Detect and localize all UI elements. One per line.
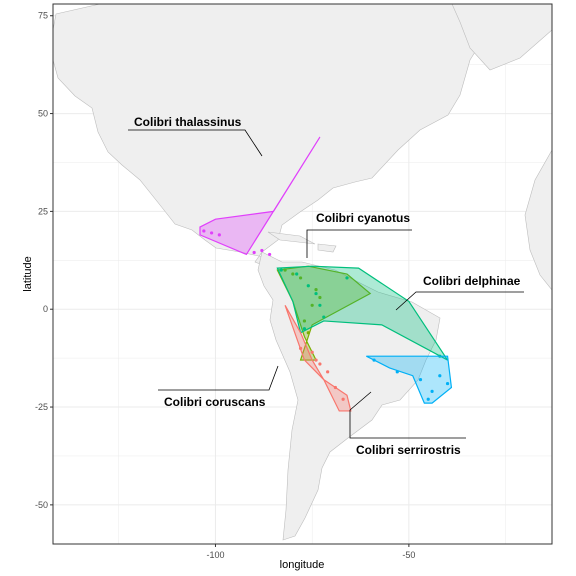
- species-annotations: Colibri thalassinus Colibri cyanotus Col…: [128, 115, 524, 457]
- basemap: [53, 4, 552, 541]
- label-colibri-serrirostris: Colibri serrirostris: [356, 443, 461, 457]
- occurrence-point: [283, 268, 287, 272]
- range-polygon-coruscans: [284, 305, 352, 412]
- occurrence-point: [430, 389, 434, 393]
- occurrence-point: [279, 268, 283, 272]
- occurrence-point: [302, 327, 307, 331]
- occurrence-point: [372, 358, 376, 362]
- occurrence-point: [345, 276, 349, 280]
- y-tick-label: -25: [35, 402, 48, 412]
- occurrence-point: [291, 272, 295, 276]
- occurrence-point: [314, 288, 318, 292]
- occurrence-point: [310, 350, 314, 354]
- y-axis-title: latitude: [22, 256, 34, 291]
- y-tick-label: 50: [38, 109, 48, 119]
- panel-border: [52, 3, 553, 545]
- occurrence-point: [302, 319, 307, 323]
- europe-africa-edge-land: [524, 149, 552, 291]
- leader-line-coruscans: [158, 365, 279, 391]
- y-tick-label: 0: [43, 304, 48, 314]
- x-tick-label: -50: [402, 550, 415, 560]
- occurrence-point: [306, 331, 310, 335]
- north-america-land: [53, 4, 552, 269]
- leader-line-serrirostris: [349, 391, 466, 439]
- occurrence-point: [318, 362, 322, 366]
- occurrence-point: [310, 303, 314, 307]
- occurrence-point: [306, 284, 310, 288]
- hispaniola-land: [317, 243, 337, 253]
- y-tick-label: 75: [38, 11, 48, 21]
- range-polygon-serrirostris: [366, 355, 453, 404]
- occurrence-point: [326, 370, 330, 374]
- occurrence-point: [298, 346, 303, 350]
- occurrence-point: [252, 250, 256, 255]
- label-colibri-thalassinus: Colibri thalassinus: [134, 115, 242, 129]
- x-axis-title: longitude: [280, 559, 325, 571]
- south-america-land: [257, 251, 441, 541]
- cuba-land: [267, 231, 316, 245]
- range-polygon-delphinae: [276, 265, 449, 361]
- occurrence-point: [418, 378, 423, 382]
- occurrence-point: [268, 252, 272, 257]
- y-tick-label: 25: [38, 206, 48, 216]
- occurrence-point: [445, 381, 450, 386]
- occurrence-point: [260, 248, 264, 253]
- leader-line-thalassinus: [128, 129, 263, 157]
- y-tick-label: -50: [35, 500, 48, 510]
- occurrence-point: [395, 370, 399, 374]
- land-masses: [53, 4, 552, 541]
- occurrence-point: [318, 303, 322, 307]
- occurrence-point: [295, 272, 299, 276]
- greenland-land: [451, 4, 552, 71]
- leader-line-delphinae: [395, 291, 524, 311]
- label-colibri-coruscans: Colibri coruscans: [164, 395, 266, 409]
- x-axis-ticks: -100 -50: [206, 544, 415, 560]
- x-tick-label: -100: [206, 550, 224, 560]
- label-colibri-cyanotus: Colibri cyanotus: [316, 211, 410, 225]
- occurrence-point: [217, 233, 221, 237]
- y-axis-ticks: 75 50 25 0 -25 -50: [35, 11, 53, 510]
- range-polygon-thalassinus: [199, 136, 321, 256]
- occurrence-point: [202, 229, 206, 233]
- label-colibri-delphinae: Colibri delphinae: [423, 274, 521, 288]
- occurrence-point: [322, 315, 326, 319]
- leader-line-cyanotus: [306, 229, 412, 258]
- occurrence-point: [314, 291, 318, 296]
- occurrence-point: [314, 358, 318, 362]
- occurrence-point: [318, 295, 322, 300]
- occurrence-point: [209, 231, 214, 235]
- occurrence-point: [298, 276, 303, 280]
- species-ranges: [199, 136, 453, 412]
- occurrence-point: [333, 385, 337, 390]
- occurrence-point: [426, 397, 430, 401]
- occurrence-point: [438, 374, 442, 378]
- occurrence-point: [341, 397, 345, 401]
- range-polygon-cyanotus: [276, 265, 372, 361]
